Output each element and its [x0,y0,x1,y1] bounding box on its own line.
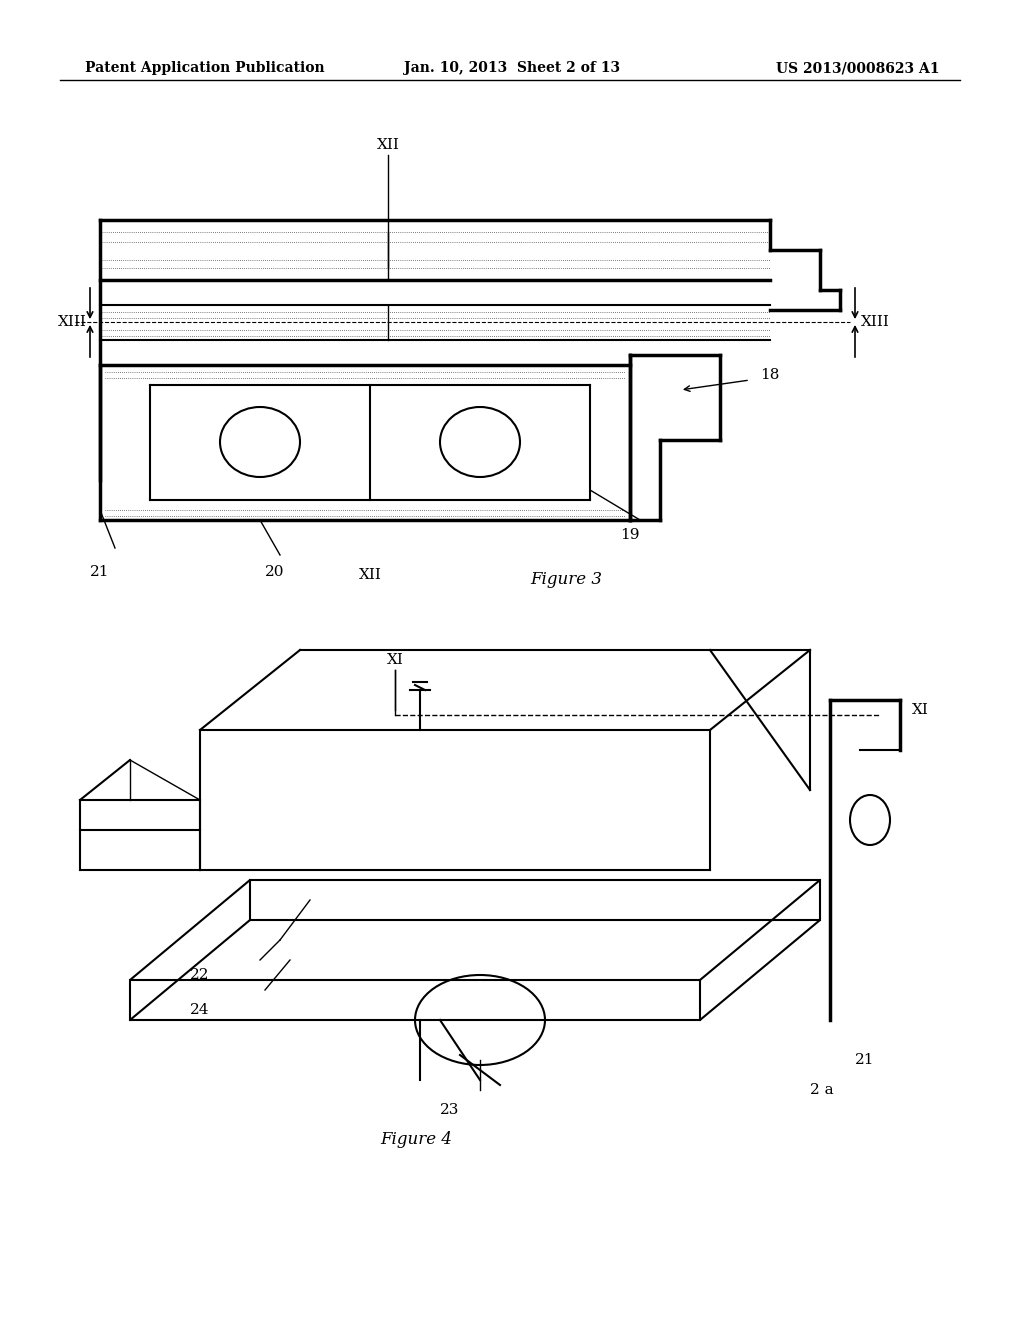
Text: US 2013/0008623 A1: US 2013/0008623 A1 [776,61,940,75]
Text: XIII: XIII [57,315,86,329]
Text: 19: 19 [620,528,640,543]
Text: 23: 23 [440,1104,460,1117]
Text: 2 a: 2 a [810,1082,834,1097]
Text: XI: XI [387,653,403,667]
Text: 22: 22 [190,968,210,982]
Text: XIII: XIII [860,315,890,329]
Text: 21: 21 [90,565,110,579]
Text: 18: 18 [760,368,779,381]
Text: Jan. 10, 2013  Sheet 2 of 13: Jan. 10, 2013 Sheet 2 of 13 [403,61,621,75]
Text: 24: 24 [190,1003,210,1016]
Text: XII: XII [358,568,381,582]
Text: Figure 3: Figure 3 [530,572,602,589]
Text: Patent Application Publication: Patent Application Publication [85,61,325,75]
Text: 20: 20 [265,565,285,579]
Text: Figure 4: Figure 4 [380,1131,452,1148]
Text: XII: XII [377,139,399,152]
Text: XI: XI [911,704,929,717]
Text: 21: 21 [855,1053,874,1067]
